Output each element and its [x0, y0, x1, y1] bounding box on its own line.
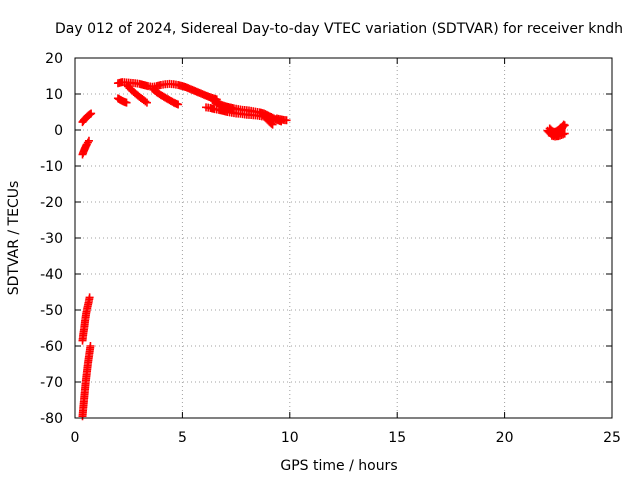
data-point — [141, 97, 150, 106]
y-tick-labels: -80 -70 -60 -50 -40 -30 -20 -10 0 10 20 — [40, 51, 63, 427]
x-tick-label: 20 — [496, 430, 514, 446]
y-tick-label: -50 — [40, 303, 63, 319]
data-point — [83, 138, 92, 147]
x-tick-label: 10 — [281, 430, 299, 446]
x-axis-label: GPS time / hours — [280, 458, 397, 474]
data-point — [142, 98, 151, 107]
y-axis-label: SDTVAR / TECUs — [6, 181, 22, 296]
data-point — [122, 98, 131, 107]
grid-lines — [75, 58, 612, 418]
chart-title: Day 012 of 2024, Sidereal Day-to-day VTE… — [55, 21, 623, 37]
y-tick-label: -20 — [40, 195, 63, 211]
data-point — [174, 100, 183, 109]
y-tick-label: 10 — [45, 87, 63, 103]
y-tick-label: -40 — [40, 267, 63, 283]
x-tick-label: 25 — [603, 430, 621, 446]
y-tick-label: 0 — [54, 123, 63, 139]
data-point — [268, 120, 277, 129]
y-tick-label: -30 — [40, 231, 63, 247]
x-tick-labels: 0 5 10 15 20 25 — [71, 430, 621, 446]
data-point — [86, 342, 95, 350]
x-tick-label: 5 — [178, 430, 187, 446]
y-tick-label: 20 — [45, 51, 63, 67]
data-marks — [78, 78, 569, 421]
y-tick-label: -70 — [40, 375, 63, 391]
y-tick-label: -80 — [40, 411, 63, 427]
axis-ticks — [74, 57, 613, 419]
data-point — [267, 119, 276, 128]
data-point — [85, 293, 94, 302]
data-point — [560, 121, 569, 130]
y-tick-label: -60 — [40, 339, 63, 355]
x-tick-label: 15 — [388, 430, 406, 446]
data-point — [560, 129, 569, 138]
data-point — [84, 136, 93, 145]
data-point — [87, 109, 96, 118]
x-tick-label: 0 — [71, 430, 80, 446]
data-point — [282, 116, 291, 125]
y-tick-label: -10 — [40, 159, 63, 175]
